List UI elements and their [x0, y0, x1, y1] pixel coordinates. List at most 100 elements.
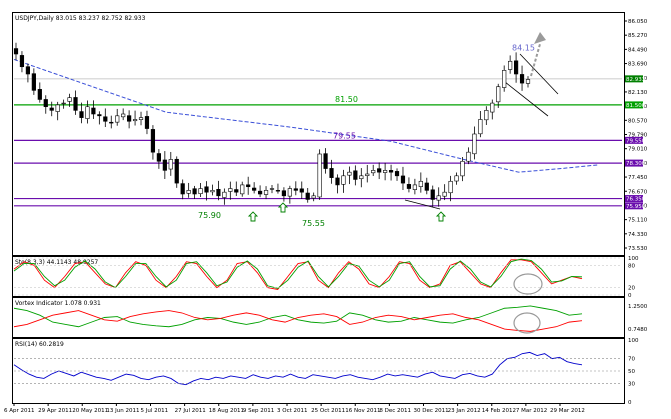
candle-body — [127, 115, 132, 122]
x-tick-label: 14 Feb 2012 — [482, 408, 516, 414]
x-tick-label: 16 Nov 2011 — [345, 408, 380, 414]
candle-body — [472, 133, 477, 155]
candle-body — [222, 191, 227, 198]
candle-body — [216, 188, 221, 197]
vortex-y-tick-label: 0.7480 — [628, 327, 648, 333]
candle-body — [138, 117, 144, 120]
x-tick-label: 6 Apr 2011 — [4, 408, 35, 414]
candle-body — [305, 192, 310, 200]
price-pane — [12, 12, 625, 256]
candle-body — [371, 170, 376, 174]
price-y-tick-label: 85.270 — [628, 33, 648, 39]
rsi-y-tick-label: 70 — [628, 357, 635, 363]
candle-body — [496, 86, 501, 103]
x-tick-label: 30 Dec 2011 — [414, 408, 449, 414]
price-marker-label: 78.300 — [626, 161, 646, 167]
candle-body — [168, 159, 173, 170]
candle-body — [121, 113, 126, 118]
moving-average-line — [13, 58, 598, 173]
candle-body — [502, 70, 507, 88]
candle-body — [400, 175, 406, 184]
candle-body — [252, 187, 257, 191]
candle-body — [49, 107, 54, 111]
price-y-tick-label: 76.670 — [628, 189, 648, 195]
candle-body — [55, 104, 60, 112]
candle-body — [299, 188, 304, 193]
candle-body — [508, 60, 513, 70]
candle-body — [79, 111, 84, 118]
candle-body — [287, 188, 292, 197]
candle-body — [85, 106, 90, 119]
candle-body — [257, 190, 263, 195]
up-arrow-icon — [247, 211, 259, 222]
candle-body — [418, 180, 423, 187]
candle-body — [347, 171, 352, 176]
candle-body — [448, 180, 453, 194]
candle-body — [156, 153, 161, 162]
candle-body — [192, 188, 197, 195]
price-y-tick-label: 73.530 — [628, 246, 648, 252]
x-tick-label: 23 Jan 2012 — [448, 408, 481, 414]
candle-body — [269, 188, 275, 190]
x-tick-label: 7 Mar 2012 — [516, 408, 547, 414]
candle-body — [436, 195, 441, 201]
candle-body — [484, 110, 489, 121]
vortex-series-0 — [13, 305, 583, 328]
price-pane-title: USDJPY,Daily 83.015 83.237 82.752 82.933 — [15, 15, 146, 22]
x-tick-label: 9 Sep 2011 — [243, 408, 274, 414]
candle-body — [388, 170, 394, 173]
candle-body — [246, 184, 251, 188]
candle-body — [204, 186, 209, 193]
price-y-tick-label: 75.110 — [628, 218, 648, 224]
stochastic-pane-title: Sto(8,3,3) 44.1143 48.9257 — [15, 259, 98, 266]
vortex-series-1 — [13, 310, 583, 332]
highlight-circle — [513, 273, 543, 295]
trend-channel-lower — [504, 81, 549, 117]
candle-body — [478, 119, 483, 135]
candle-body — [329, 168, 334, 178]
candle-body — [317, 153, 322, 198]
candle-body — [394, 171, 400, 177]
candle-body — [240, 184, 245, 195]
x-tick-label: 3 Oct 2011 — [277, 408, 308, 414]
candle-body — [513, 60, 519, 75]
price-y-tick-label: 84.490 — [628, 47, 648, 53]
price-y-tick-label: 86.050 — [628, 19, 648, 25]
price-marker-label: 76.350 — [626, 197, 646, 203]
rsi-y-tick-label: 100 — [628, 338, 639, 344]
candle-body — [341, 175, 346, 185]
candle-body — [406, 184, 412, 189]
rsi-pane-title: RSI(14) 60.2819 — [15, 341, 64, 348]
candle-body — [430, 189, 435, 200]
candle-body — [442, 191, 447, 197]
candle-body — [293, 188, 298, 191]
x-tick-label: 25 Oct 2011 — [311, 408, 345, 414]
x-tick-label: 27 Jul 2011 — [175, 408, 206, 414]
x-tick-label: 29 Mar 2012 — [550, 408, 585, 414]
candle-body — [263, 190, 269, 195]
candle-body — [174, 158, 179, 184]
x-tick-label: 13 Jun 2011 — [106, 408, 139, 414]
rsi-series-0 — [13, 351, 583, 386]
price-y-tick-label: 80.570 — [628, 118, 648, 124]
highlight-circle — [513, 312, 541, 334]
up-arrow-icon — [277, 202, 289, 213]
projection-arrow-shaft — [530, 43, 541, 77]
price-y-tick-label: 79.790 — [628, 133, 648, 139]
candle-body — [13, 48, 19, 55]
candle-body — [198, 188, 203, 194]
candle-body — [19, 55, 25, 68]
x-tick-label: 5 Jul 2011 — [141, 408, 169, 414]
price-y-tick-label: 74.330 — [628, 232, 648, 238]
candle-body — [377, 168, 382, 173]
price-y-tick-label: 82.130 — [628, 90, 648, 96]
candle-body — [335, 177, 340, 186]
candle-body — [383, 170, 388, 173]
candle-body — [144, 116, 150, 129]
price-y-tick-label: 79.010 — [628, 147, 648, 153]
candle-body — [460, 160, 465, 177]
price-label: 75.90 — [198, 211, 221, 220]
candle-body — [109, 121, 114, 124]
candle-body — [234, 189, 239, 193]
candle-body — [359, 175, 364, 180]
